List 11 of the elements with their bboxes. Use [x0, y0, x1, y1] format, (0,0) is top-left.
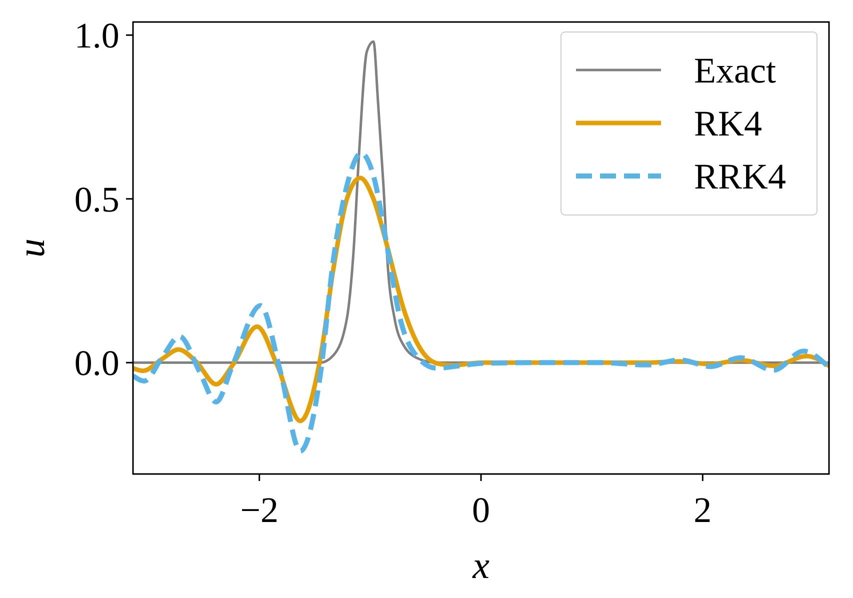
y-tick-label: 0.5: [74, 179, 120, 220]
x-tick-label: 0: [472, 490, 490, 530]
x-tick-label: −2: [240, 490, 278, 530]
legend-label: RK4: [694, 104, 762, 144]
legend-label: RRK4: [694, 156, 786, 197]
y-tick-label: 0.0: [74, 343, 120, 384]
y-axis-title: u: [11, 238, 53, 258]
legend-label: Exact: [694, 50, 776, 91]
x-axis-title: x: [472, 545, 490, 587]
y-tick-label: 1.0: [74, 16, 120, 56]
x-tick-label: 2: [694, 490, 712, 530]
